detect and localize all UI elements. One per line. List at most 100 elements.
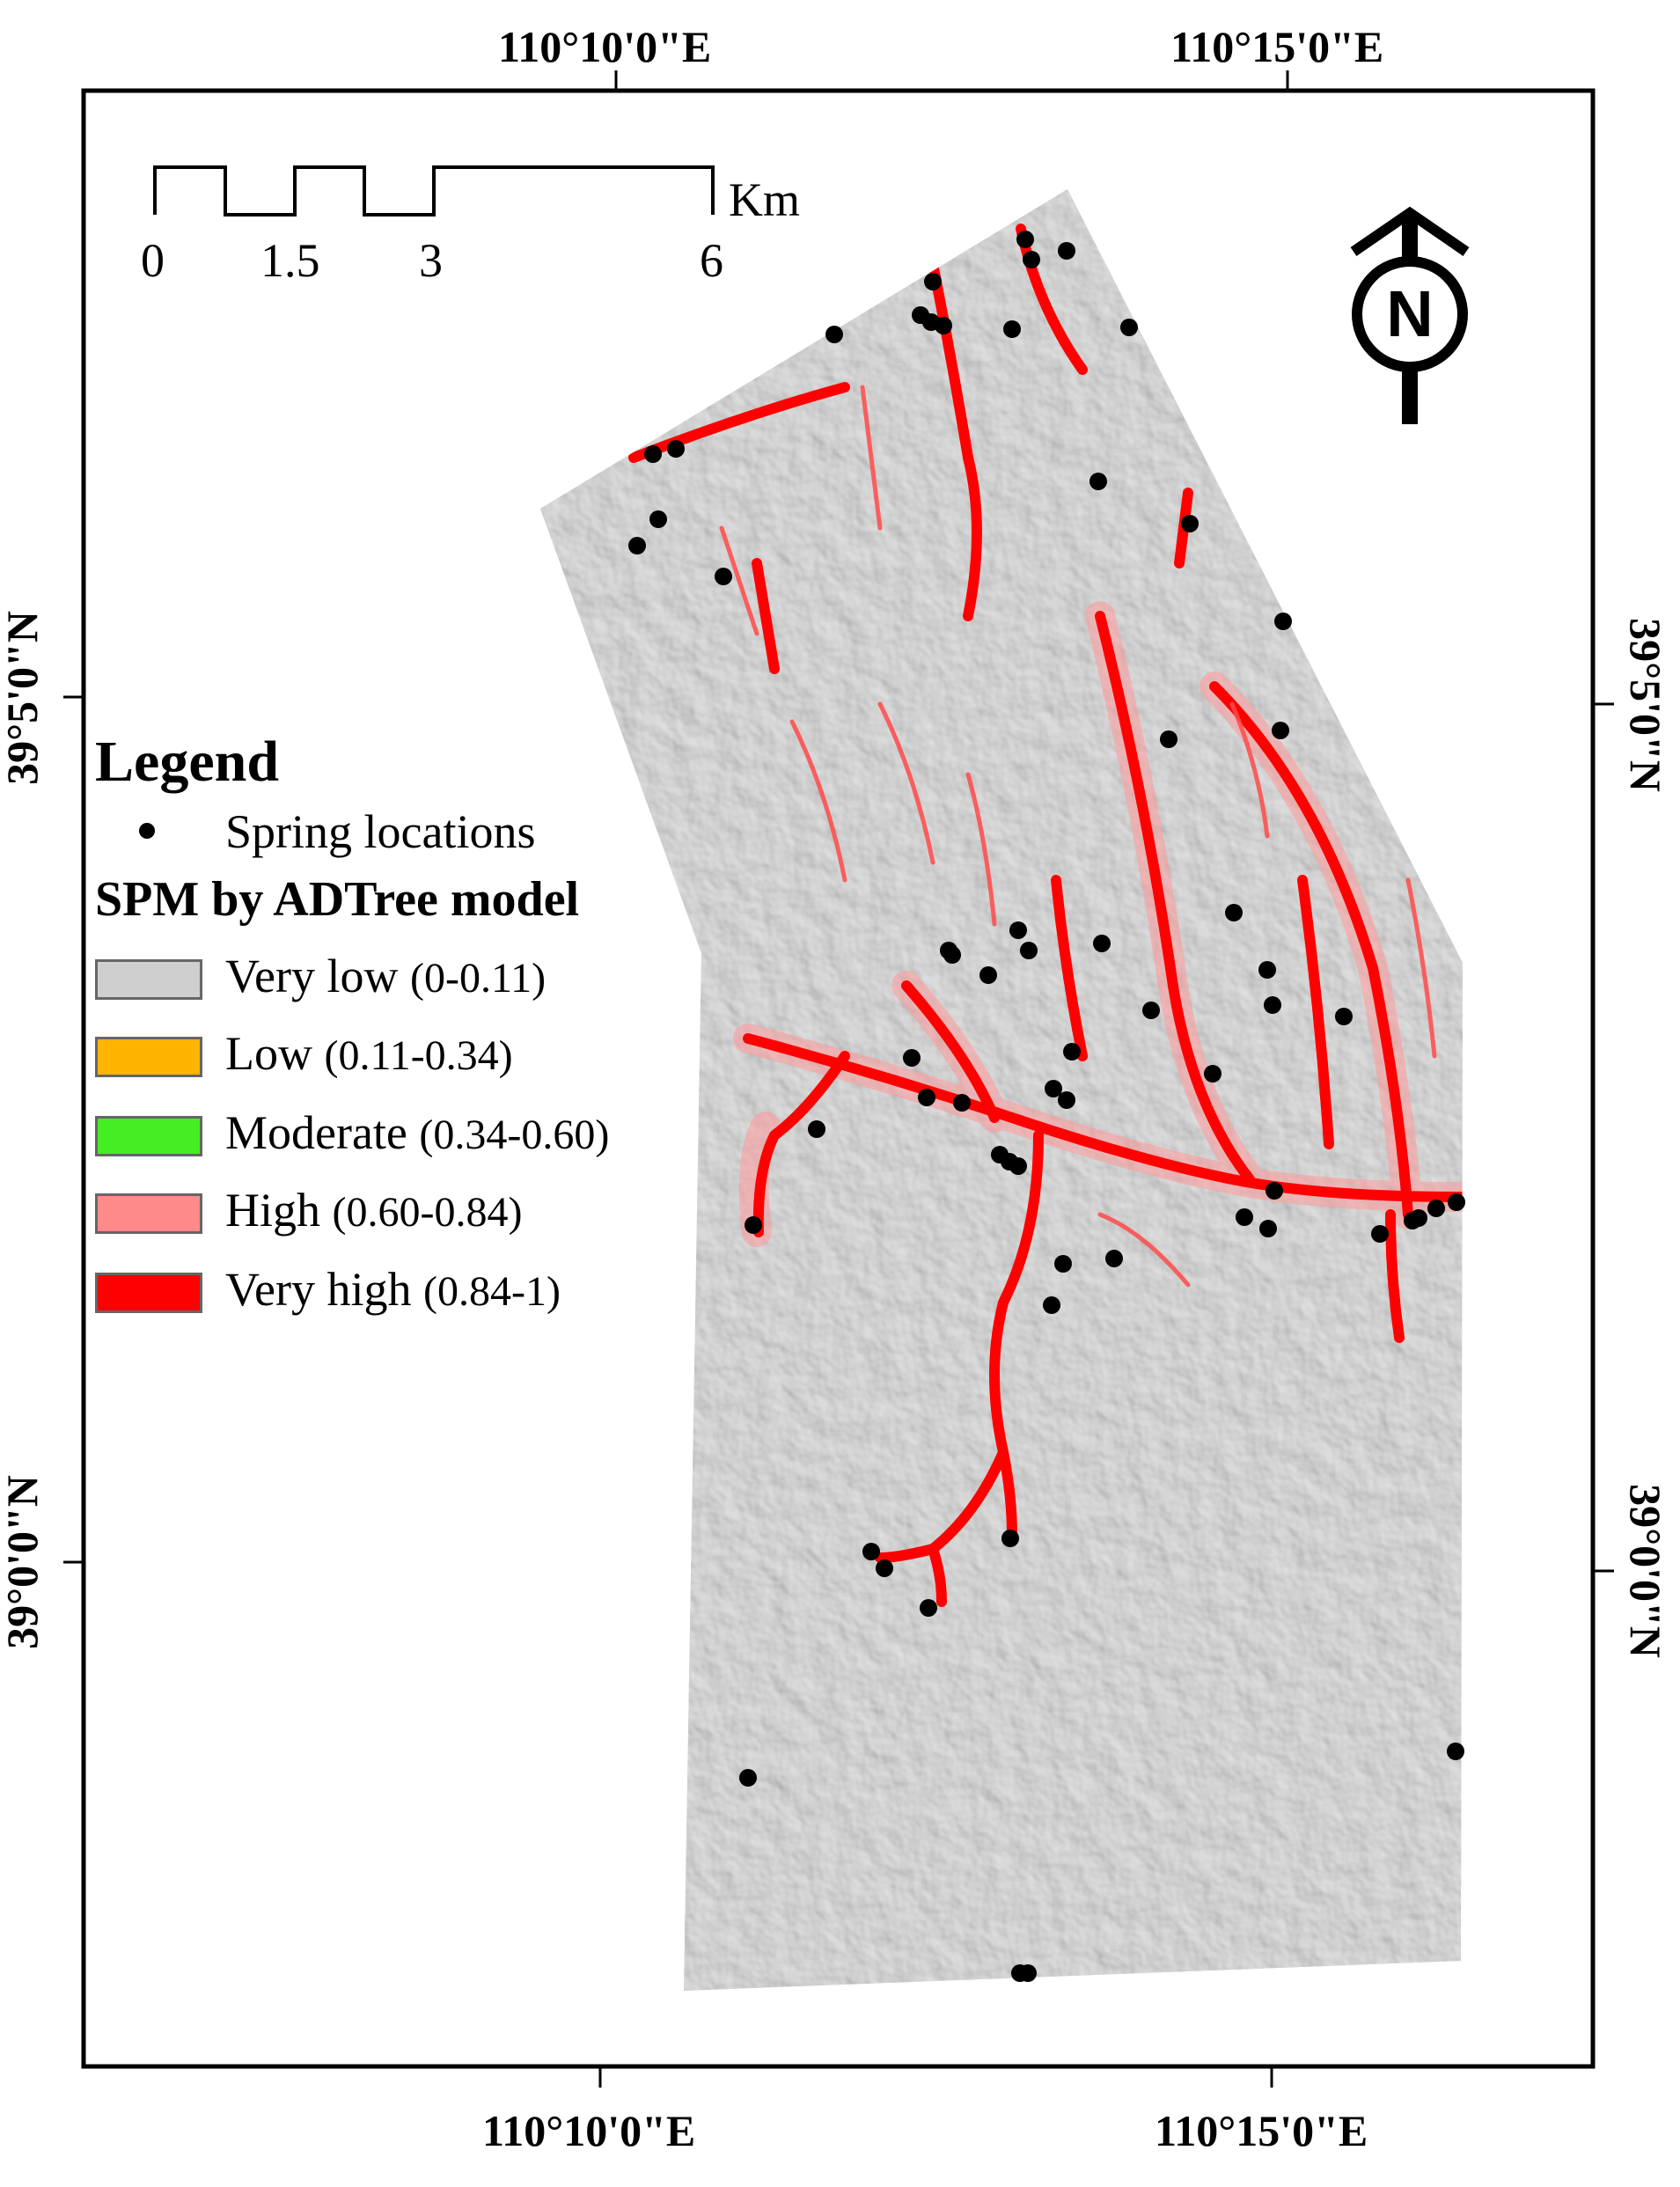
spring-location-marker xyxy=(1448,1193,1465,1211)
coord-right-2: 39°0'0"N xyxy=(1621,1484,1670,1658)
spring-location-marker xyxy=(1058,242,1075,260)
legend-swatch-high xyxy=(95,1193,202,1234)
spring-legend-symbol xyxy=(139,823,155,839)
spring-location-marker xyxy=(825,326,843,343)
legend-title: Legend xyxy=(95,730,280,794)
north-arrow-letter: N xyxy=(1386,277,1434,350)
spring-location-marker xyxy=(1160,730,1177,748)
spring-location-marker xyxy=(1009,1157,1027,1175)
spring-location-marker xyxy=(1001,1530,1019,1547)
spring-location-marker xyxy=(808,1120,825,1138)
coord-left-1: 39°5'0"N xyxy=(0,611,47,785)
legend-class-name: High xyxy=(225,1184,333,1237)
spring-location-marker xyxy=(1236,1208,1253,1226)
spring-location-marker xyxy=(715,568,732,585)
spring-location-marker xyxy=(924,273,942,290)
frame-ticks xyxy=(63,70,1614,2088)
spring-location-marker xyxy=(920,1599,937,1617)
spring-location-marker xyxy=(667,440,685,458)
map-frame xyxy=(81,88,1596,2069)
spring-location-marker xyxy=(1335,1008,1353,1025)
coord-bottom-1: 110°10'0"E xyxy=(482,2106,696,2155)
spring-location-marker xyxy=(862,1543,880,1560)
legend-class-range: (0.84-1) xyxy=(422,1268,561,1315)
legend-swatch-very-low xyxy=(95,959,202,1000)
spring-location-marker xyxy=(935,317,952,334)
legend-class-range: (0.34-0.60) xyxy=(419,1112,610,1158)
spring-location-marker xyxy=(1259,1220,1277,1237)
spring-location-marker xyxy=(1043,1296,1060,1314)
coord-right-1: 39°5'0"N xyxy=(1621,618,1670,792)
spring-location-marker xyxy=(979,966,997,984)
spring-location-marker xyxy=(953,1094,971,1112)
spring-location-marker xyxy=(918,1089,935,1106)
spring-location-marker xyxy=(1181,515,1199,532)
spring-location-marker xyxy=(1045,1080,1062,1097)
spring-location-marker xyxy=(1054,1255,1072,1273)
scale-tick-1-5: 1.5 xyxy=(260,234,320,287)
spring-location-marker xyxy=(1063,1043,1081,1060)
spring-location-marker xyxy=(1258,961,1276,979)
spring-legend-label: Spring locations xyxy=(225,805,536,858)
coord-top-1: 110°10'0"E xyxy=(498,22,712,71)
scale-unit: Km xyxy=(729,173,800,226)
spring-location-marker xyxy=(1272,722,1289,739)
spring-location-marker xyxy=(1264,996,1281,1014)
spring-location-marker xyxy=(1089,473,1107,490)
spring-location-marker xyxy=(1093,935,1111,952)
spring-location-marker xyxy=(903,1049,921,1067)
spring-location-marker xyxy=(1447,1743,1464,1760)
spring-location-marker xyxy=(1225,904,1243,921)
legend-class-range: (0.60-0.84) xyxy=(332,1189,523,1236)
legend-label-very-high: Very high (0.84-1) xyxy=(225,1262,561,1317)
legend-label-low: Low (0.11-0.34) xyxy=(225,1026,513,1081)
legend-label-very-low: Very low (0-0.11) xyxy=(225,949,546,1003)
legend-class-name: Low xyxy=(225,1027,325,1080)
spring-location-marker xyxy=(943,946,961,964)
spring-location-marker xyxy=(1427,1200,1445,1217)
coord-top-2: 110°15'0"E xyxy=(1170,22,1384,71)
spring-locations xyxy=(628,231,1465,1982)
spring-location-marker xyxy=(1020,942,1038,959)
spring-location-marker xyxy=(1266,1182,1283,1200)
scale-tick-6: 6 xyxy=(700,234,723,287)
spring-location-marker xyxy=(649,510,667,528)
spring-location-marker xyxy=(1009,921,1027,939)
legend-label-high: High (0.60-0.84) xyxy=(225,1183,522,1237)
spring-location-marker xyxy=(1204,1065,1221,1082)
spring-location-marker xyxy=(1023,251,1040,268)
coord-left-2: 39°0'0"N xyxy=(0,1475,47,1649)
coord-bottom-2: 110°15'0"E xyxy=(1155,2106,1368,2155)
legend-class-range: (0.11-0.34) xyxy=(324,1032,513,1079)
legend-class-name: Moderate xyxy=(225,1106,420,1159)
north-arrow-icon xyxy=(1350,206,1470,424)
legend-model-title: SPM by ADTree model xyxy=(95,872,580,927)
spring-location-marker xyxy=(1058,1091,1075,1109)
legend-swatch-low xyxy=(95,1037,202,1077)
spring-location-marker xyxy=(1274,613,1292,630)
spring-location-marker xyxy=(739,1769,757,1787)
legend-swatch-very-high xyxy=(95,1273,202,1313)
spring-location-marker xyxy=(644,445,662,463)
legend-class-name: Very low xyxy=(225,950,410,1002)
spring-location-marker xyxy=(745,1216,762,1234)
high-susceptibility-drainage xyxy=(628,224,1463,1607)
scale-tick-0: 0 xyxy=(141,234,165,287)
legend-class-name: Very high xyxy=(225,1263,423,1316)
scale-bar xyxy=(153,165,715,216)
spring-location-marker xyxy=(876,1560,893,1577)
scale-tick-3: 3 xyxy=(419,234,443,287)
spring-location-marker xyxy=(1003,320,1021,338)
spring-location-marker xyxy=(1371,1225,1389,1243)
legend-label-moderate: Moderate (0.34-0.60) xyxy=(225,1105,609,1160)
spring-location-marker xyxy=(628,537,646,554)
spring-location-marker xyxy=(1105,1250,1123,1267)
legend-class-range: (0-0.11) xyxy=(409,955,547,1002)
legend-swatch-moderate xyxy=(95,1116,202,1156)
spring-location-marker xyxy=(1016,231,1034,248)
spring-location-marker xyxy=(1019,1964,1037,1982)
spring-location-marker xyxy=(1410,1209,1427,1227)
spring-location-marker xyxy=(1120,319,1138,336)
spring-location-marker xyxy=(1142,1002,1160,1019)
